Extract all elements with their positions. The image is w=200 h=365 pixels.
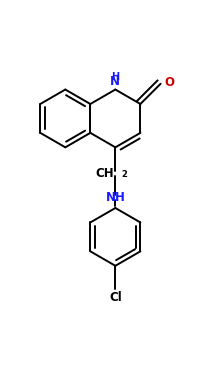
Text: NH: NH — [105, 191, 125, 204]
Text: N: N — [110, 74, 120, 88]
Text: CH: CH — [95, 167, 114, 180]
Text: H: H — [111, 72, 119, 82]
Text: 2: 2 — [120, 170, 126, 179]
Text: Cl: Cl — [108, 291, 121, 304]
Text: O: O — [163, 76, 173, 89]
